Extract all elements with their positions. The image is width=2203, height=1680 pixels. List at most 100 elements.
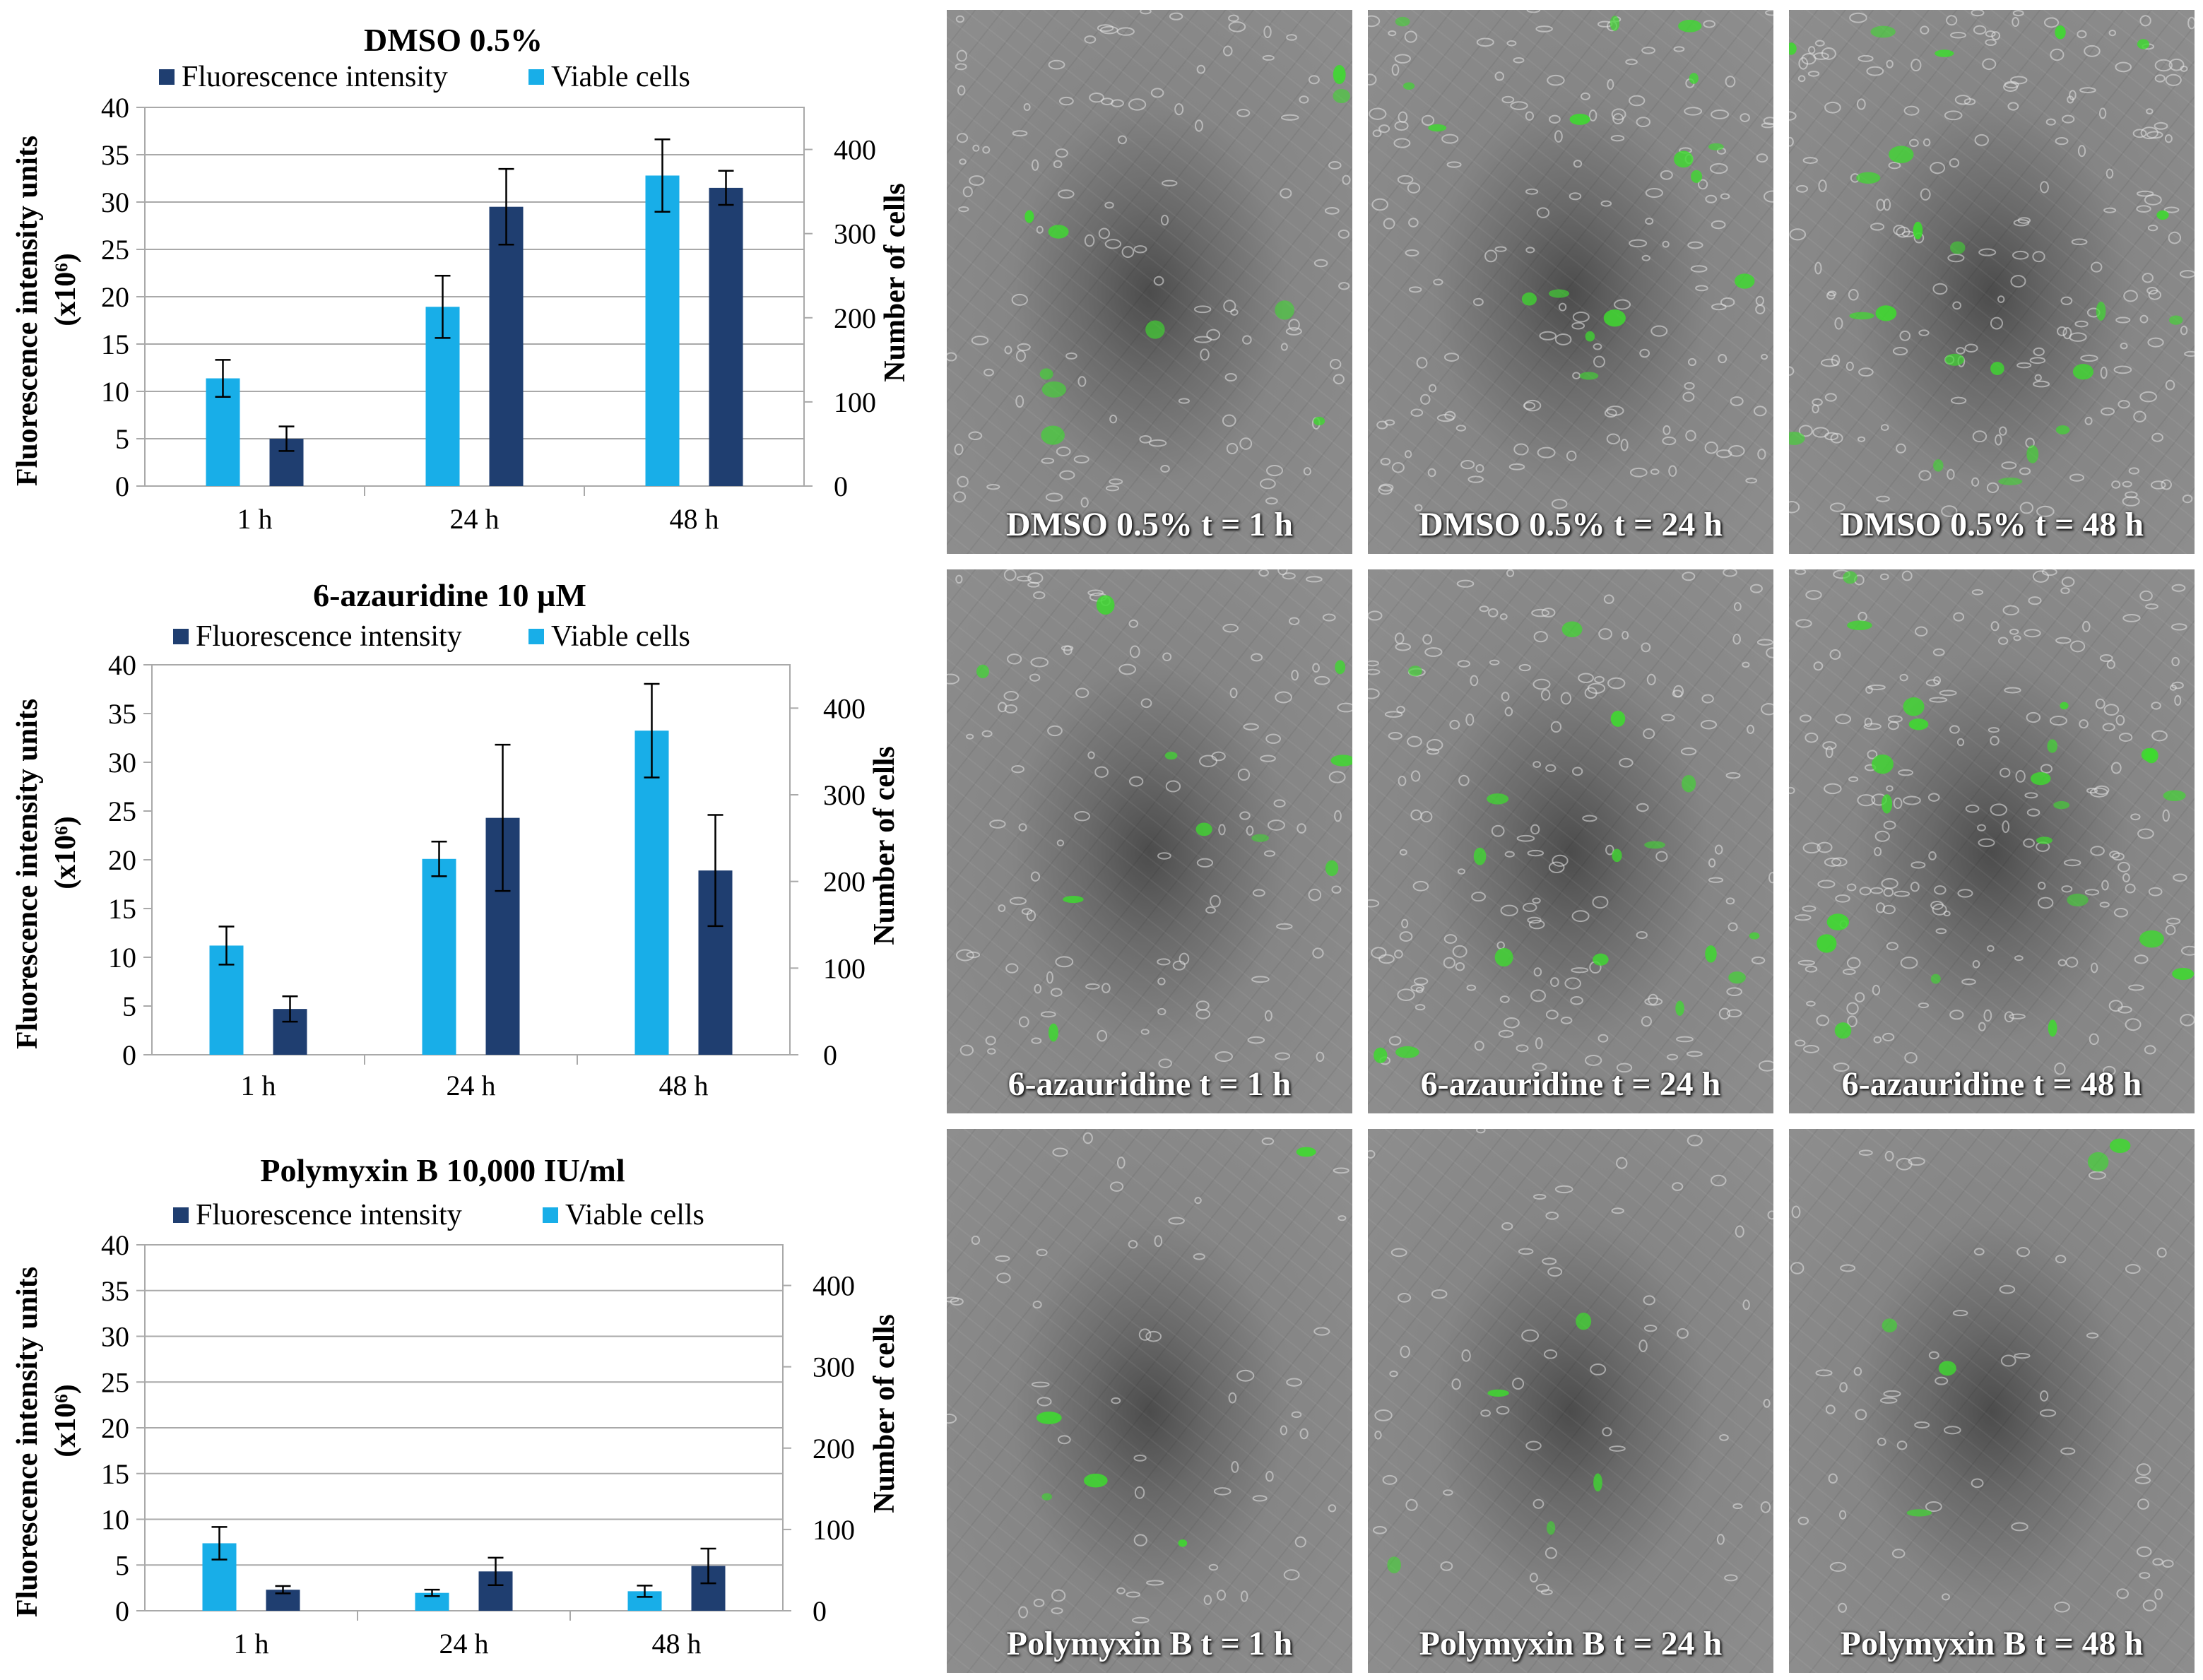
cell-outline — [1718, 1007, 1730, 1020]
cell-outline — [1986, 482, 2000, 493]
cell-outline — [1914, 1421, 1930, 1428]
cell-outline — [1883, 1390, 1901, 1397]
cell-outline — [1030, 657, 1049, 668]
x-tick-label: 1 h — [237, 503, 273, 535]
cell-outline — [1085, 983, 1100, 990]
cell-outline — [1857, 794, 1876, 807]
cell-outline — [1650, 325, 1668, 337]
cell-outline — [1925, 1501, 1942, 1513]
fluorescent-cell — [1593, 953, 1609, 966]
cell-outline — [1223, 45, 1233, 57]
cell-outline — [2184, 350, 2195, 357]
cell-outline — [1723, 569, 1737, 577]
cell-outline — [1529, 1573, 1538, 1583]
cell-outline — [1978, 1022, 1986, 1031]
cell-outline — [1291, 669, 1299, 681]
cell-outline — [2150, 480, 2166, 490]
cell-outline — [1443, 353, 1460, 362]
cell-outline — [2040, 181, 2049, 194]
micrograph-caption: DMSO 0.5% t = 24 h — [1418, 506, 1723, 543]
cell-outline — [1727, 922, 1738, 932]
cell-outline — [1428, 384, 1437, 393]
cell-outline — [1308, 888, 1322, 901]
cell-outline — [1920, 25, 1930, 35]
cell-outline — [2055, 1255, 2067, 1264]
cell-outline — [1018, 1606, 1028, 1619]
cell-outline — [1223, 300, 1236, 312]
cell-outline — [1059, 470, 1075, 480]
cell-outline — [1413, 977, 1429, 986]
fluorescent-cell — [1882, 1318, 1898, 1333]
cell-outline — [2140, 126, 2158, 140]
cell-outline — [1048, 59, 1065, 70]
y-axis-label-right: Number of cells — [879, 183, 911, 382]
cell-outline — [2166, 918, 2181, 925]
cell-outline — [1416, 357, 1428, 369]
fluorescent-cell — [2137, 39, 2149, 49]
left-tick-label: 10 — [108, 942, 136, 974]
cell-outline — [1376, 420, 1388, 430]
cell-outline — [1133, 1454, 1147, 1462]
cell-outline — [1384, 711, 1403, 718]
cell-outline — [1193, 305, 1212, 314]
cell-outline — [1881, 877, 1898, 889]
cell-outline — [1005, 963, 1019, 974]
cell-outline — [1834, 317, 1843, 330]
cell-outline — [2125, 491, 2138, 499]
cell-outline — [1479, 605, 1489, 613]
fluorescent-cell — [1428, 124, 1447, 132]
cell-outline — [1215, 1051, 1233, 1063]
cell-outline — [1527, 916, 1542, 924]
cell-outline — [1528, 919, 1545, 930]
cell-outline — [1641, 254, 1650, 261]
cell-outline — [1551, 499, 1568, 509]
right-tick-label: 400 — [823, 692, 866, 724]
cell-outline — [1730, 396, 1744, 406]
cell-outline — [1751, 956, 1766, 964]
cell-outline — [1011, 764, 1024, 774]
cell-outline — [1501, 95, 1515, 104]
cell-outline — [1077, 376, 1087, 387]
cell-outline — [1580, 92, 1590, 100]
cell-outline — [1506, 40, 1517, 47]
cell-outline — [1476, 37, 1494, 47]
cell-outline — [1140, 1029, 1150, 1035]
cell-outline — [1858, 367, 1874, 377]
cell-outline — [2061, 885, 2073, 893]
cell-outline — [1452, 945, 1467, 958]
fluorescent-cell — [1817, 934, 1837, 953]
cell-outline — [1982, 58, 1997, 70]
cell-outline — [1226, 442, 1239, 454]
cell-outline — [1018, 823, 1027, 832]
cell-outline — [1036, 1397, 1052, 1407]
cell-outline — [1641, 47, 1655, 54]
left-tick-label: 20 — [108, 844, 136, 876]
cell-outline — [1466, 984, 1477, 991]
cell-outline — [2038, 881, 2046, 890]
cell-outline — [1918, 470, 1932, 481]
cell-outline — [1368, 1149, 1376, 1159]
cell-outline — [1798, 425, 1813, 437]
cell-outline — [1768, 872, 1773, 884]
fluorescence-bar — [489, 206, 524, 486]
fluorescent-cell — [1678, 20, 1702, 32]
cell-outline — [1813, 52, 1829, 60]
cell-outline — [956, 49, 967, 62]
cell-outline — [1033, 591, 1046, 600]
cell-outline — [2108, 1000, 2123, 1012]
cell-outline — [2099, 654, 2113, 662]
cell-outline — [2009, 628, 2019, 635]
cell-outline — [1797, 75, 1806, 83]
cell-outline — [2088, 1171, 2106, 1180]
cell-outline — [1920, 188, 1931, 201]
cell-outline — [2163, 206, 2180, 213]
cell-outline — [1305, 576, 1323, 583]
cell-outline — [1870, 223, 1885, 231]
cell-outline — [1794, 914, 1812, 921]
cell-outline — [2151, 702, 2161, 710]
cell-outline — [1927, 793, 1940, 802]
cell-outline — [1883, 887, 1894, 897]
cell-outline — [1288, 617, 1300, 625]
cell-outline — [1331, 885, 1342, 894]
cell-outline — [1158, 1058, 1172, 1068]
